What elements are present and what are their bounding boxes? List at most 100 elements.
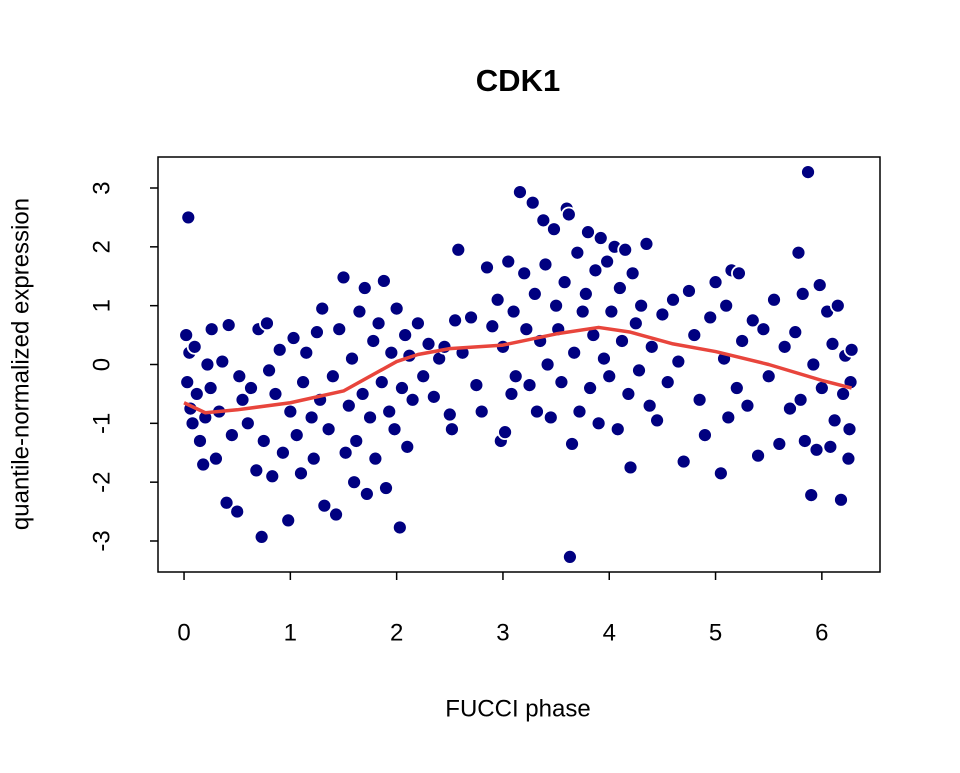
data-point [670,353,687,370]
data-point [560,206,577,223]
data-point [348,433,365,449]
data-point [750,447,766,464]
data-point [378,480,394,496]
data-point [796,433,813,449]
data-point [535,212,552,229]
data-point [391,519,408,536]
data-point [399,438,416,455]
data-point [620,386,637,402]
data-point [587,262,604,279]
data-point [592,230,609,246]
data-point [282,403,299,420]
data-point [354,386,371,402]
data-point [188,386,205,402]
data-point [712,465,729,482]
data-point [624,265,641,282]
data-point [397,327,414,343]
data-point [731,265,747,282]
data-point [444,421,460,438]
y-tick-label: -2 [88,471,115,492]
x-tick-label: 1 [284,619,297,646]
data-point [526,286,543,302]
data-point [566,344,583,361]
data-point [681,283,697,299]
data-point [794,286,811,302]
data-point [507,368,524,385]
data-point [562,548,578,565]
data-point [220,317,237,333]
x-tick-label: 6 [815,619,828,646]
data-point [649,412,665,429]
y-tick-label: 0 [88,358,115,371]
data-point [744,312,761,329]
data-point [822,438,839,455]
y-tick-label: 1 [88,299,115,312]
data-point [675,453,692,470]
data-point [195,456,212,473]
data-point [261,362,277,379]
data-point [505,303,522,320]
data-point [601,368,618,385]
data-point [596,350,612,367]
data-point [599,253,616,270]
data-point [303,409,320,426]
data-point [829,297,846,314]
data-point [633,297,650,314]
data-point [441,406,458,423]
data-point [450,241,467,258]
data-point [805,356,822,373]
data-point [516,265,533,282]
data-point [808,441,825,458]
data-point [463,309,479,326]
x-tick-label: 2 [390,619,403,646]
data-point [686,327,703,343]
data-point [631,362,647,379]
data-point [367,450,384,467]
data-point [553,374,570,391]
data-point [178,327,195,343]
data-point [617,241,634,258]
data-point [755,321,772,338]
data-point [580,224,596,241]
data-point [362,409,378,426]
data-point [305,450,322,467]
y-tick-label: -1 [88,413,115,434]
x-tick-label: 5 [709,619,722,646]
data-point [199,356,216,373]
data-point [479,259,495,276]
data-point [388,300,405,317]
data-point [638,235,655,252]
data-point [298,344,315,361]
data-point [524,194,541,211]
data-point [782,400,798,417]
data-point [503,386,520,402]
data-point [792,391,809,408]
data-point [314,300,331,317]
x-tick-label: 3 [496,619,509,646]
data-point [309,324,325,341]
data-point [351,303,368,320]
data-point [574,303,591,320]
data-point [340,397,357,414]
x-tick-label: 4 [603,619,616,646]
data-point [776,338,793,355]
data-point [590,415,607,432]
data-point [824,336,841,352]
data-point [489,291,506,308]
data-point [447,312,464,329]
data-point [344,350,360,367]
data-point [214,353,231,370]
data-point [243,380,259,396]
data-point [331,321,348,338]
data-point [316,497,333,514]
data-point [271,341,288,358]
data-point [542,409,559,426]
data-point [564,436,580,452]
x-axis-label: FUCCI phase [445,695,590,722]
data-point [255,433,272,449]
data-point [603,303,620,320]
data-point [328,506,344,523]
data-point [787,324,804,341]
data-point [843,341,860,358]
